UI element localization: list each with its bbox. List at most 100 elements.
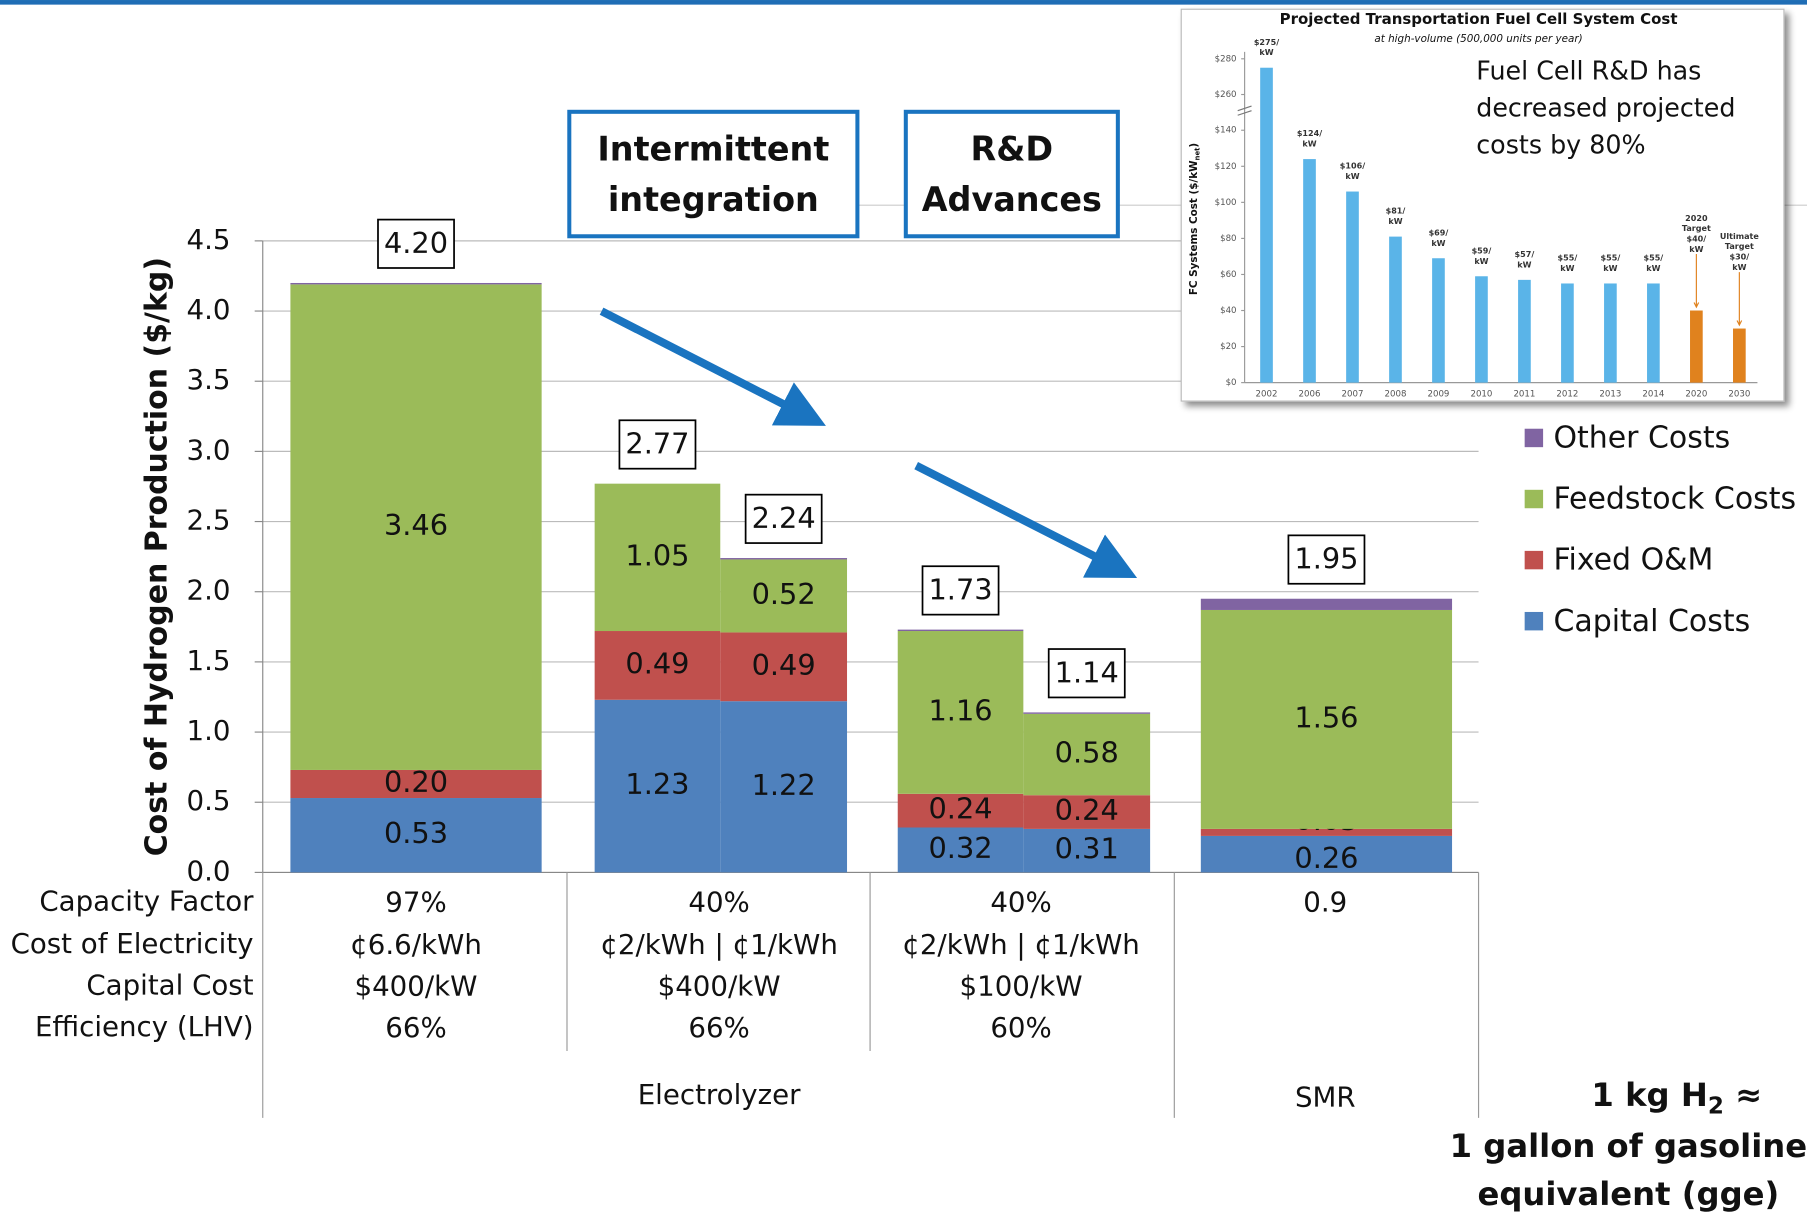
y-tick-label: 4.5: [187, 223, 231, 256]
inset-bar: [1690, 310, 1703, 383]
inset-value-label: kW: [1302, 140, 1316, 149]
data-label: 0.24: [1055, 793, 1119, 827]
target-arrow: [1693, 254, 1700, 309]
table-lines: [262, 872, 1480, 1118]
inset-annotation: costs by 80%: [1476, 129, 1645, 159]
inset-x-label: 2009: [1427, 390, 1449, 400]
total-box: [1047, 648, 1126, 699]
inset-bar: [1260, 67, 1273, 383]
inset-x-label: 2020: [1685, 390, 1707, 400]
annotation: Advances: [922, 180, 1102, 219]
inset-value-label: $55/: [1644, 254, 1664, 263]
bar-segment: [594, 631, 721, 700]
inset-value-label: $57/: [1515, 250, 1535, 259]
inset-x-label: 2006: [1299, 390, 1321, 400]
table-cell: ¢6.6/kWh: [350, 928, 482, 961]
y-tick-label: 3.5: [187, 363, 231, 396]
total-label: 1.73: [928, 573, 992, 607]
legend-label: Fixed O&M: [1553, 543, 1713, 578]
bar-segment: [720, 559, 848, 633]
inset-value-label: kW: [1517, 260, 1531, 269]
y-tick-label: 4.0: [187, 293, 231, 326]
row-label: Cost of Electricity: [11, 927, 254, 960]
inset-bar: [1346, 191, 1359, 383]
table-cell: 66%: [688, 1011, 749, 1044]
inset-value-label: kW: [1431, 239, 1445, 248]
inset-value-label: Ultimate: [1720, 232, 1760, 241]
inset-y-tick-label: $60: [1220, 270, 1236, 280]
legend-swatch: [1524, 489, 1544, 509]
inset-x-label: 2002: [1256, 390, 1278, 400]
y-tick-label: 3.0: [187, 433, 231, 466]
inset-bar: [1303, 159, 1316, 383]
total-label: 2.77: [625, 427, 689, 461]
total-box: [618, 419, 697, 470]
inset-value-label: kW: [1689, 245, 1703, 254]
legend-swatch: [1524, 611, 1544, 631]
inset-value-label: $30/: [1729, 253, 1749, 262]
inset-y-label-part: ): [1188, 143, 1200, 148]
inset-y-tick-label: $120: [1215, 162, 1237, 172]
bar-segment: [1023, 713, 1151, 796]
legend-swatch: [1524, 428, 1544, 448]
inset-value-label: kW: [1646, 264, 1660, 273]
inset-x-label: 2012: [1556, 390, 1578, 400]
note-sub: 2: [1708, 1093, 1724, 1119]
table-cell: $400/kW: [658, 970, 781, 1003]
data-label: 0.53: [384, 816, 448, 850]
data-label: 1.05: [625, 538, 689, 572]
table-cell: 60%: [990, 1011, 1051, 1044]
top-rule: [0, 0, 1807, 5]
y-tick-label: 2.5: [187, 504, 231, 537]
y-axis-label: Cost of Hydrogen Production ($/kg): [139, 257, 174, 856]
annotation-box: [567, 109, 860, 239]
inset-bar: [1733, 328, 1746, 383]
inset-value-label: $59/: [1472, 246, 1492, 255]
inset-bar: [1561, 283, 1574, 383]
bar-segment: [1200, 598, 1453, 610]
data-label: 0.20: [384, 765, 448, 799]
inset-y-tick-label: $20: [1220, 342, 1236, 352]
row-label: Efficiency (LHV): [35, 1010, 254, 1043]
bar-segment: [897, 793, 1024, 828]
inset-y-label-part: FC Systems Cost ($/kW: [1188, 160, 1200, 295]
inset-y-tick-label: $280: [1215, 54, 1237, 64]
bar-segment: [897, 827, 1024, 873]
y-tick-label: 0.5: [187, 784, 231, 817]
inset-chart: Projected Transportation Fuel Cell Syste…: [1180, 8, 1785, 402]
table-cell: $100/kW: [960, 970, 1083, 1003]
bar-segment: [1200, 835, 1453, 873]
inset-x-label: 2008: [1384, 390, 1406, 400]
table-cell: ¢2/kWh | ¢1/kWh: [600, 928, 838, 961]
inset-value-label: kW: [1259, 48, 1273, 57]
inset-value-label: $275/: [1254, 38, 1279, 47]
data-label: 0.49: [625, 646, 689, 680]
data-label: 0.49: [752, 648, 816, 682]
total-label: 2.24: [752, 501, 816, 535]
bar-segment: [290, 282, 542, 285]
bar-segment: [720, 632, 848, 702]
group-label: SMR: [1295, 1080, 1356, 1113]
inset-value-label: $69/: [1429, 228, 1449, 237]
data-label: 0.31: [1055, 832, 1119, 866]
total-box: [921, 565, 1000, 616]
y-tick-label: 1.5: [187, 644, 231, 677]
row-label: Capacity Factor: [39, 884, 254, 917]
table-cell: 66%: [385, 1011, 446, 1044]
inset-bar: [1604, 283, 1617, 383]
data-label: 0.52: [752, 577, 816, 611]
bar-segment: [290, 798, 542, 873]
data-label: 1.56: [1294, 700, 1358, 734]
inset-x-label: 2014: [1642, 390, 1664, 400]
total-box: [744, 493, 823, 544]
y-tick-label: 0.0: [187, 854, 231, 887]
inset-annotation: Fuel Cell R&D has: [1476, 56, 1701, 86]
data-label: 3.46: [384, 508, 448, 542]
table-cell: 40%: [990, 886, 1051, 919]
bar-segment: [897, 631, 1024, 794]
axis-break: [1237, 105, 1252, 116]
data-label: 1.23: [625, 767, 689, 801]
bar-segment: [290, 284, 542, 770]
total-label: 1.95: [1294, 542, 1358, 576]
main-chart: 0.0 0.5 1.0 1.5 2.0 2.5 3.0 3.5 4.0 4.5 Cost of Hy…: [139, 218, 1796, 887]
